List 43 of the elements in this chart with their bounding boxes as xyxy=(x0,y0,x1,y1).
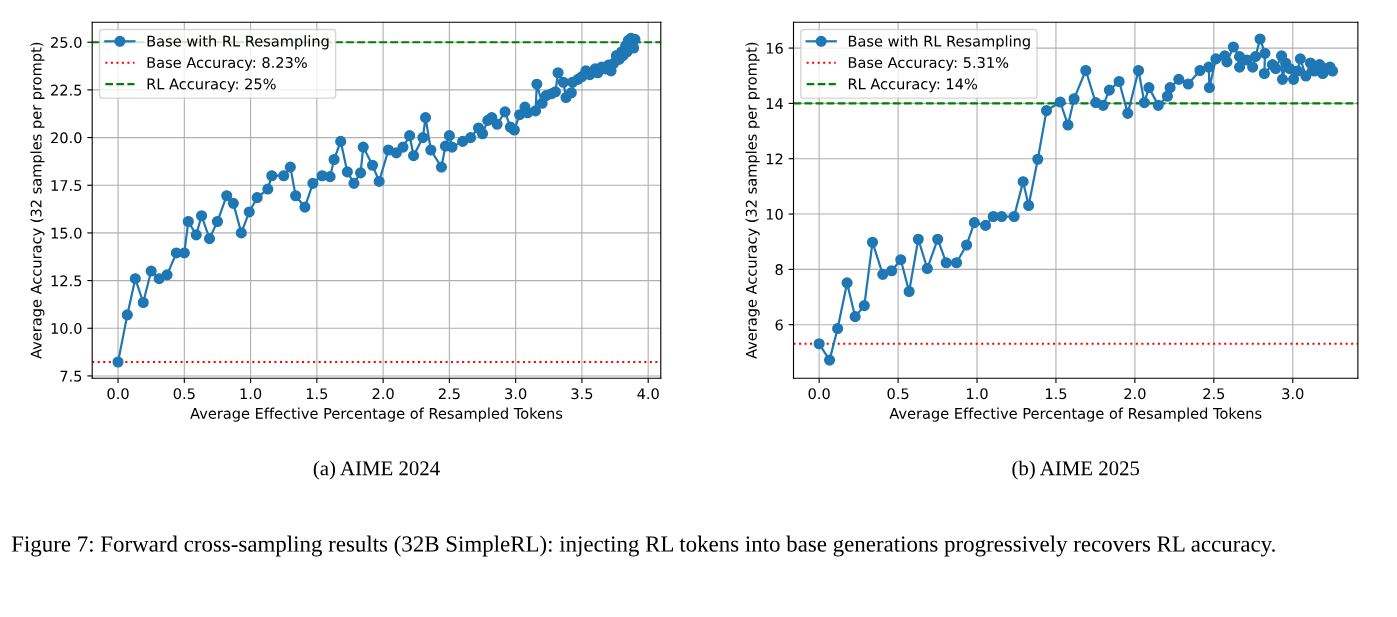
legend-label: RL Accuracy: 14% xyxy=(848,78,978,93)
y-tick-label: 22.5 xyxy=(51,84,82,96)
legend-label: Base with RL Resampling xyxy=(848,35,1030,50)
y-tick-label: 16 xyxy=(766,42,783,54)
y-axis-title: Average Accuracy (32 samples per prompt) xyxy=(745,42,760,359)
legend-label: Base Accuracy: 8.23% xyxy=(147,57,307,71)
x-tick-label: 0.5 xyxy=(173,388,195,400)
x-tick-label: 1.5 xyxy=(1045,388,1067,400)
y-tick-label: 7.5 xyxy=(60,370,82,382)
text: (b) AIME 2025 xyxy=(1012,460,1140,480)
x-tick-label: 2.5 xyxy=(438,388,460,400)
y-tick-label: 12.5 xyxy=(51,275,82,287)
x-tick-label: 2.0 xyxy=(1124,388,1146,400)
y-tick-label: 8 xyxy=(775,264,783,276)
x-tick-label: 3.0 xyxy=(505,388,527,400)
y-tick-label: 10.0 xyxy=(51,322,82,335)
x-tick-label: 1.0 xyxy=(240,388,262,400)
y-tick-label: 10 xyxy=(766,208,783,220)
text: (a) AIME 2024 xyxy=(313,460,440,480)
x-tick-label: 2.0 xyxy=(372,388,394,400)
x-tick-label: 1.5 xyxy=(306,388,328,400)
x-tick-label: 3.0 xyxy=(1282,388,1304,400)
y-tick-label: 20.0 xyxy=(51,132,82,144)
y-tick-label: 12 xyxy=(766,153,783,165)
caption: Figure 7: Forward cross-sampling results (32B SimpleRL): injecting RL tokens into base generations progressively recovers RL accuracy. xyxy=(11,535,1275,557)
legend-label: Base with RL Resampling xyxy=(147,35,329,50)
x-tick-label: 0.5 xyxy=(887,388,909,400)
x-axis-title: Average Effective Percentage of Resampled Tokens xyxy=(190,407,563,422)
x-tick-label: 1.0 xyxy=(967,388,988,400)
y-tick-label: 15.0 xyxy=(51,227,82,239)
x-axis-title: Average Effective Percentage of Resampled Tokens xyxy=(889,407,1262,422)
legend-label: RL Accuracy: 25% xyxy=(147,78,276,93)
y-tick-label: 14 xyxy=(766,98,783,109)
x-tick-label: 2.5 xyxy=(1203,388,1225,400)
y-axis-title: Average Accuracy (32 samples per prompt) xyxy=(30,42,45,359)
legend-label: Base Accuracy: 5.31% xyxy=(848,57,1009,71)
x-tick-label: 0.0 xyxy=(808,388,830,400)
y-tick-label: 25.0 xyxy=(51,36,82,48)
x-tick-label: 4.0 xyxy=(637,388,659,400)
x-tick-label: 0.0 xyxy=(107,388,129,400)
y-tick-label: 6 xyxy=(775,319,783,331)
x-tick-label: 3.5 xyxy=(571,388,593,400)
y-tick-label: 17.5 xyxy=(51,180,82,191)
